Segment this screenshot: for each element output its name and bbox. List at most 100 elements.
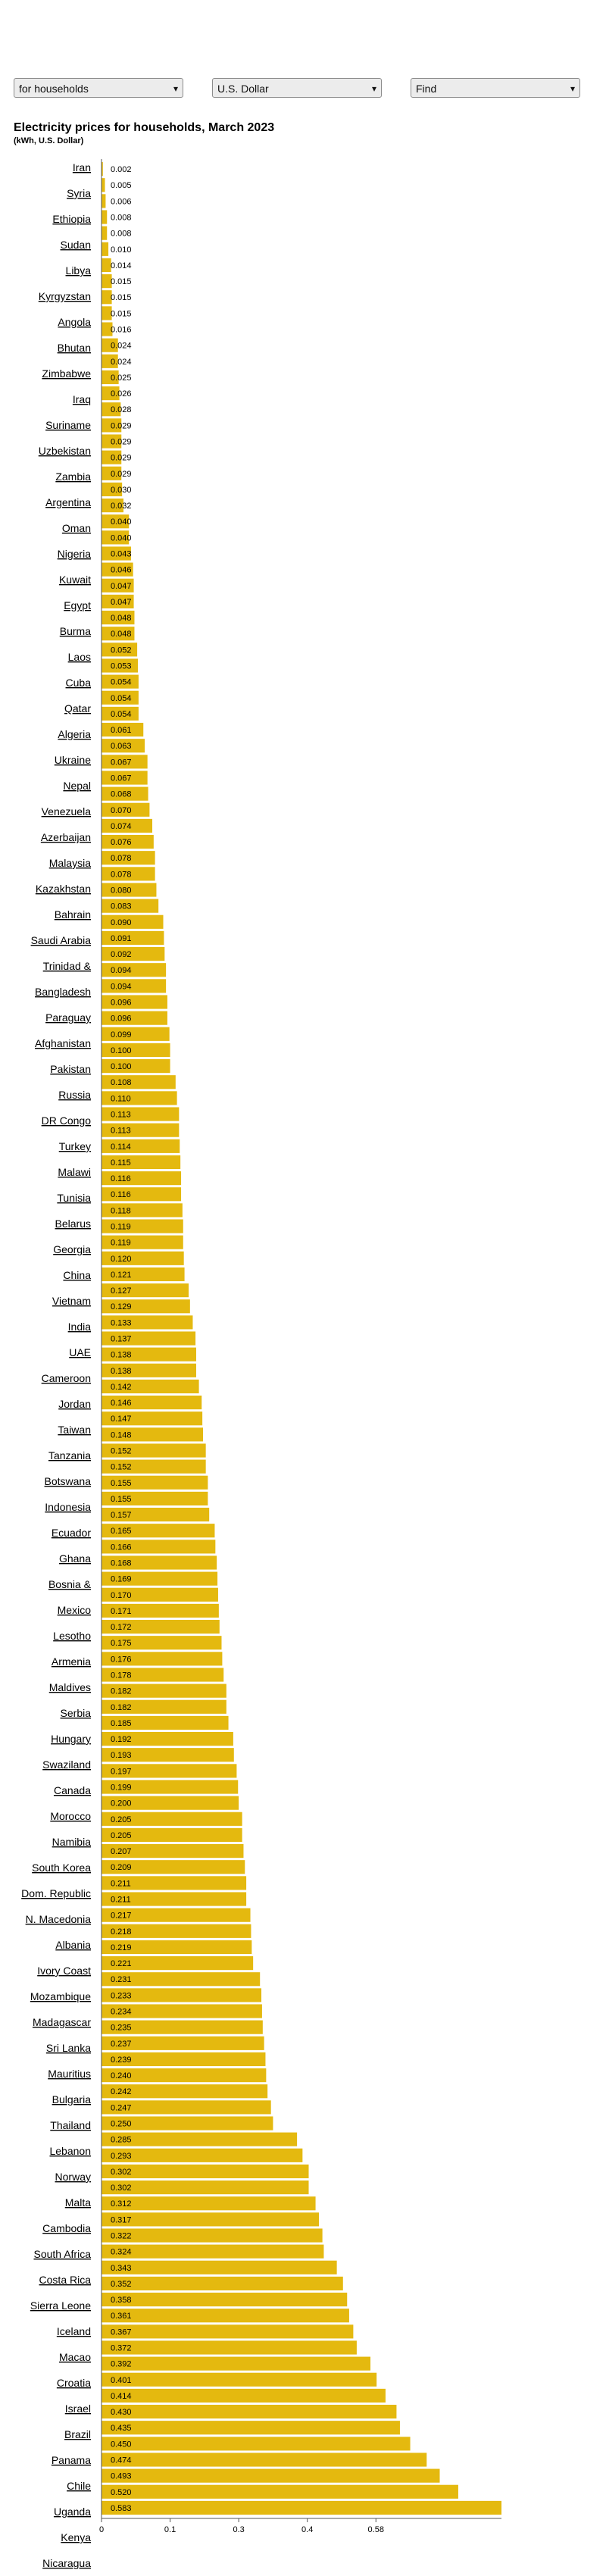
category-label[interactable]: Sudan: [61, 239, 91, 251]
category-label[interactable]: Madagascar: [33, 2016, 91, 2028]
category-label[interactable]: Iceland: [57, 2325, 91, 2337]
category-label[interactable]: Sierra Leone: [30, 2299, 91, 2312]
category-label[interactable]: Tanzania: [48, 1449, 91, 1462]
bar-value-label: 0.113: [111, 1127, 131, 1136]
category-label[interactable]: Namibia: [52, 1836, 92, 1848]
category-label[interactable]: Chile: [67, 2480, 91, 2492]
category-label[interactable]: Kazakhstan: [36, 883, 91, 895]
category-label[interactable]: N. Macedonia: [26, 1913, 92, 1925]
category-label[interactable]: Malta: [65, 2196, 91, 2209]
category-label[interactable]: Bosnia &: [48, 1578, 92, 1590]
category-label[interactable]: Afghanistan: [35, 1037, 91, 1049]
category-label[interactable]: Pakistan: [50, 1063, 91, 1075]
category-label[interactable]: Angola: [58, 316, 91, 328]
category-label[interactable]: Syria: [67, 187, 91, 199]
category-label[interactable]: Mauritius: [48, 2068, 91, 2080]
category-label[interactable]: Kenya: [61, 2531, 91, 2543]
category-label[interactable]: Albania: [55, 1939, 91, 1951]
category-label[interactable]: Bhutan: [58, 342, 91, 354]
category-label[interactable]: Burma: [60, 625, 91, 637]
category-label[interactable]: Israel: [65, 2402, 91, 2415]
category-label[interactable]: Azerbaijan: [41, 831, 91, 843]
category-label[interactable]: Uganda: [54, 2506, 91, 2518]
category-label[interactable]: Belarus: [55, 1218, 91, 1230]
category-label[interactable]: Croatia: [57, 2377, 91, 2389]
category-label[interactable]: Cambodia: [42, 2222, 91, 2234]
category-label[interactable]: Qatar: [64, 702, 91, 714]
category-label[interactable]: Turkey: [59, 1140, 91, 1152]
currency-select[interactable]: U.S. Dollar ▾: [212, 78, 382, 98]
price-type-select[interactable]: for households ▾: [14, 78, 183, 98]
category-label[interactable]: Bulgaria: [52, 2093, 92, 2106]
category-label[interactable]: Kyrgyzstan: [39, 290, 91, 302]
category-label[interactable]: Kuwait: [59, 574, 91, 586]
category-label[interactable]: Zambia: [55, 470, 91, 483]
category-label[interactable]: Algeria: [58, 728, 91, 740]
category-label[interactable]: Serbia: [61, 1707, 92, 1719]
category-label[interactable]: South Africa: [34, 2248, 92, 2260]
category-label[interactable]: Ecuador: [52, 1527, 91, 1539]
category-label[interactable]: Panama: [52, 2454, 91, 2466]
category-label[interactable]: Swaziland: [42, 1758, 91, 1771]
category-label[interactable]: Jordan: [58, 1398, 91, 1410]
category-label[interactable]: UAE: [69, 1346, 91, 1358]
category-label[interactable]: Bangladesh: [35, 986, 91, 998]
category-label[interactable]: India: [68, 1321, 92, 1333]
category-label[interactable]: Hungary: [51, 1733, 91, 1745]
category-label[interactable]: Ukraine: [55, 754, 91, 766]
category-label[interactable]: Taiwan: [58, 1424, 91, 1436]
category-label[interactable]: Thailand: [50, 2119, 91, 2131]
bar-value-label: 0.014: [111, 261, 132, 270]
category-label[interactable]: Libya: [66, 264, 92, 277]
category-label[interactable]: Indonesia: [45, 1501, 91, 1513]
category-label[interactable]: Armenia: [52, 1655, 91, 1668]
category-label[interactable]: Ethiopia: [52, 213, 91, 225]
category-label[interactable]: Lesotho: [53, 1630, 91, 1642]
category-label[interactable]: Ivory Coast: [37, 1965, 91, 1977]
category-label[interactable]: Cuba: [66, 677, 92, 689]
category-label[interactable]: DR Congo: [42, 1114, 92, 1127]
category-label[interactable]: Iran: [73, 161, 91, 174]
category-label[interactable]: Venezuela: [42, 805, 92, 818]
category-label[interactable]: Canada: [54, 1784, 91, 1796]
category-label[interactable]: Dom. Republic: [21, 1887, 91, 1899]
category-label[interactable]: Vietnam: [52, 1295, 91, 1307]
category-label[interactable]: Trinidad &: [43, 960, 92, 972]
category-label[interactable]: Egypt: [64, 599, 91, 611]
category-label[interactable]: Argentina: [45, 496, 91, 508]
category-label[interactable]: Macao: [59, 2351, 91, 2363]
category-label[interactable]: Costa Rica: [39, 2274, 92, 2286]
category-label[interactable]: Norway: [55, 2171, 91, 2183]
category-label[interactable]: Malawi: [58, 1166, 91, 1178]
category-label[interactable]: Suriname: [45, 419, 91, 431]
category-label[interactable]: Laos: [68, 651, 91, 663]
category-label[interactable]: Bahrain: [55, 908, 91, 921]
category-label[interactable]: Georgia: [53, 1243, 91, 1255]
category-label[interactable]: Sri Lanka: [46, 2042, 91, 2054]
category-label[interactable]: Maldives: [49, 1681, 91, 1693]
category-label[interactable]: China: [63, 1269, 91, 1281]
category-label[interactable]: Lebanon: [49, 2145, 91, 2157]
category-label[interactable]: Nicaragua: [42, 2557, 91, 2569]
category-label[interactable]: South Korea: [32, 1862, 91, 1874]
category-label[interactable]: Tunisia: [57, 1192, 91, 1204]
category-label[interactable]: Nepal: [63, 780, 91, 792]
category-label[interactable]: Mozambique: [30, 1990, 91, 2002]
category-label[interactable]: Paraguay: [45, 1011, 91, 1024]
category-label[interactable]: Mexico: [58, 1604, 92, 1616]
category-label[interactable]: Malaysia: [49, 857, 91, 869]
category-label[interactable]: Morocco: [50, 1810, 91, 1822]
category-label[interactable]: Oman: [62, 522, 91, 534]
category-label[interactable]: Brazil: [64, 2428, 91, 2440]
category-label[interactable]: Ghana: [59, 1552, 91, 1565]
category-label[interactable]: Iraq: [73, 393, 91, 405]
category-label[interactable]: Russia: [58, 1089, 91, 1101]
category-label[interactable]: Botswana: [45, 1475, 92, 1487]
category-label[interactable]: Cameroon: [42, 1372, 91, 1384]
category-label[interactable]: Zimbabwe: [42, 367, 91, 380]
category-label[interactable]: Nigeria: [58, 548, 92, 560]
category-label[interactable]: Uzbekistan: [39, 445, 91, 457]
find-country-select[interactable]: Find ▾: [411, 78, 580, 98]
category-label[interactable]: Saudi Arabia: [31, 934, 92, 946]
